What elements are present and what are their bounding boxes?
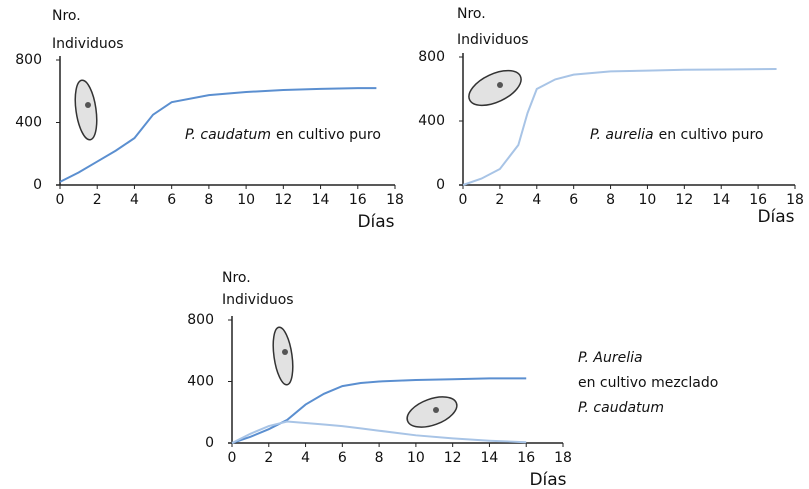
- paramecium-icon: [468, 69, 522, 107]
- x-tick-label: 12: [675, 192, 693, 208]
- x-tick-label: 8: [606, 192, 615, 208]
- x-tick-label: 6: [338, 450, 347, 466]
- x-axis-label: Días: [529, 470, 566, 489]
- x-tick-label: 2: [495, 192, 504, 208]
- x-tick-label: 12: [274, 192, 292, 208]
- y-tick-label: 400: [187, 374, 214, 390]
- x-tick-label: 6: [167, 192, 176, 208]
- y-tick-label: 0: [205, 435, 214, 451]
- x-tick-label: 16: [517, 450, 535, 466]
- y-axis-label: Nro.: [457, 6, 486, 22]
- x-tick-label: 12: [444, 450, 462, 466]
- y-tick-label: 0: [33, 177, 42, 193]
- paramecium-icon: [272, 326, 294, 386]
- y-axis-label: Individuos: [52, 36, 124, 52]
- x-axis-label: Días: [357, 212, 394, 232]
- y-tick-label: 800: [15, 52, 42, 68]
- x-tick-label: 14: [481, 450, 499, 466]
- x-tick-label: 18: [786, 192, 804, 208]
- x-tick-label: 4: [130, 192, 139, 208]
- series-line: [59, 87, 377, 183]
- annotation: P. aurelia en cultivo puro: [590, 127, 763, 143]
- x-tick-label: 4: [301, 450, 310, 466]
- x-tick-label: 10: [407, 450, 425, 466]
- series-line: [231, 377, 527, 444]
- x-tick-label: 18: [386, 192, 404, 208]
- x-axis-label: Días: [757, 207, 794, 227]
- x-tick-label: 14: [712, 192, 730, 208]
- paramecium-icon: [406, 396, 458, 428]
- y-axis-label: Individuos: [222, 292, 294, 308]
- y-tick-label: 400: [418, 113, 445, 129]
- series-name: P. Aurelia: [578, 350, 643, 366]
- x-tick-label: 14: [312, 192, 330, 208]
- series-line: [462, 68, 777, 186]
- series-name: P. caudatum: [578, 400, 664, 416]
- x-tick-label: 16: [749, 192, 767, 208]
- paramecium-icon: [74, 79, 98, 141]
- annotation-text: en cultivo mezclado: [578, 375, 718, 391]
- y-axis-label: Nro.: [52, 8, 81, 24]
- x-tick-label: 10: [237, 192, 255, 208]
- x-tick-label: 10: [639, 192, 657, 208]
- x-tick-label: 0: [459, 192, 468, 208]
- y-axis-label: Individuos: [457, 32, 529, 48]
- y-tick-label: 800: [418, 49, 445, 65]
- x-tick-label: 0: [56, 192, 65, 208]
- series-name: P. aurelia: [590, 127, 654, 143]
- annotation: P. caudatum en cultivo puro: [185, 127, 381, 143]
- x-tick-label: 18: [554, 450, 572, 466]
- y-tick-label: 800: [187, 312, 214, 328]
- x-tick-label: 0: [228, 450, 237, 466]
- x-tick-label: 4: [532, 192, 541, 208]
- x-tick-label: 2: [264, 450, 273, 466]
- series-name: P. caudatum: [185, 127, 271, 143]
- x-tick-label: 6: [569, 192, 578, 208]
- series-line: [231, 420, 527, 444]
- x-tick-label: 8: [375, 450, 384, 466]
- x-tick-label: 16: [349, 192, 367, 208]
- annotation-text: en cultivo puro: [659, 127, 764, 143]
- y-tick-label: 0: [436, 177, 445, 193]
- annotation-text: en cultivo puro: [276, 127, 381, 143]
- x-tick-label: 8: [204, 192, 213, 208]
- y-axis-label: Nro.: [222, 270, 251, 286]
- y-tick-label: 400: [15, 115, 42, 131]
- x-tick-label: 2: [93, 192, 102, 208]
